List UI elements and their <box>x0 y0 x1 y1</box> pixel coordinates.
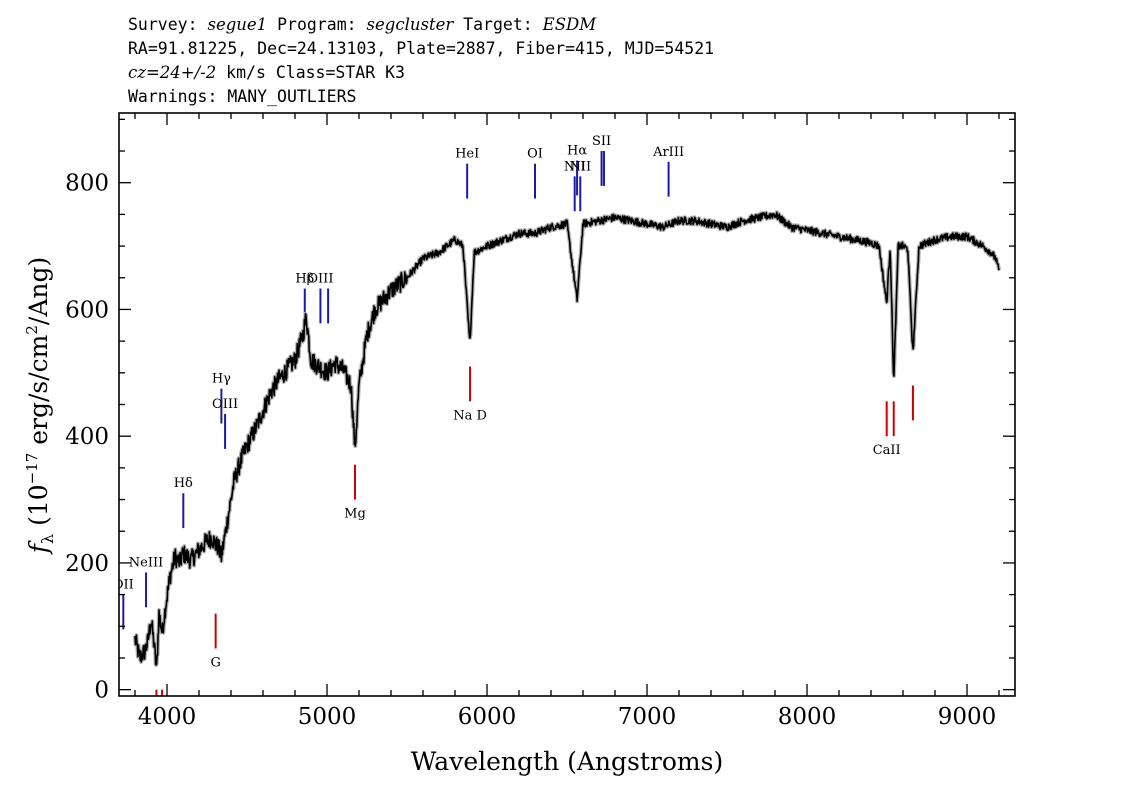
spectral-line-label: OIII <box>307 272 333 287</box>
chart-header: Survey: segue1 Program: segcluster Targe… <box>128 15 714 106</box>
y-tick-label: 0 <box>94 678 109 704</box>
spectral-line-label: OIII <box>212 397 238 412</box>
x-tick-label: 8000 <box>778 704 837 730</box>
header-line-redshift: cz=24+/-2 km/s Class=STAR K3 <box>128 63 405 82</box>
spectral-line-label: ArIII <box>652 145 684 160</box>
spectral-line-label: NII <box>569 159 591 174</box>
spectral-line-label: G <box>210 655 220 670</box>
spectral-line-label: CaII <box>873 443 901 458</box>
plot-frame <box>118 112 1016 697</box>
y-tick-label: 400 <box>65 424 109 450</box>
spectral-line-label: SII <box>592 134 611 149</box>
x-tick-label: 4000 <box>138 704 197 730</box>
y-axis-ticks: 0 200 400 600 800 <box>65 118 1015 704</box>
program-value: segcluster <box>367 15 455 34</box>
y-axis-label: fλ (10−17 erg/s/cm2/Ang) <box>23 257 57 556</box>
class-value: km/s Class=STAR K3 <box>226 63 405 82</box>
header-line-coords: RA=91.81225, Dec=24.13103, Plate=2887, F… <box>128 39 714 58</box>
spectral-line-label: Hα <box>567 144 587 159</box>
x-axis-label: Wavelength (Angstroms) <box>411 747 723 776</box>
header-line-survey: Survey: segue1 Program: segcluster Targe… <box>128 15 597 34</box>
x-axis-ticks: 4000 5000 6000 7000 8000 9000 <box>134 113 1000 730</box>
header-line-warnings: Warnings: MANY_OUTLIERS <box>128 87 356 106</box>
spectral-line-label: NeIII <box>129 555 163 570</box>
survey-value: segue1 <box>207 15 267 34</box>
target-label: Target: <box>463 15 533 34</box>
y-tick-label: 800 <box>65 171 109 197</box>
spectral-line-label: OI <box>527 147 543 162</box>
spectral-line-label: Hδ <box>174 476 193 491</box>
x-tick-label: 6000 <box>458 704 517 730</box>
spectral-line-label: Na D <box>453 408 487 423</box>
cz-value: cz=24+/-2 <box>128 63 216 82</box>
target-value: ESDM <box>542 15 598 34</box>
y-tick-label: 600 <box>65 297 109 323</box>
spectral-line-label: NII <box>564 159 586 174</box>
y-tick-label: 200 <box>65 551 109 577</box>
spectral-line-label: OII <box>113 578 134 593</box>
spectrum-series-line <box>134 211 1000 666</box>
x-tick-label: 7000 <box>618 704 677 730</box>
x-tick-label: 9000 <box>938 704 997 730</box>
x-tick-label: 5000 <box>298 704 357 730</box>
spectral-line-label: Mg <box>344 507 366 522</box>
spectral-line-label: Hβ <box>295 272 314 287</box>
spectrum-error-band <box>133 210 1001 667</box>
spectral-line-label: HeI <box>455 147 479 162</box>
survey-label: Survey: <box>128 15 198 34</box>
program-label: Program: <box>277 15 356 34</box>
spectral-line-label: Hγ <box>212 372 231 387</box>
